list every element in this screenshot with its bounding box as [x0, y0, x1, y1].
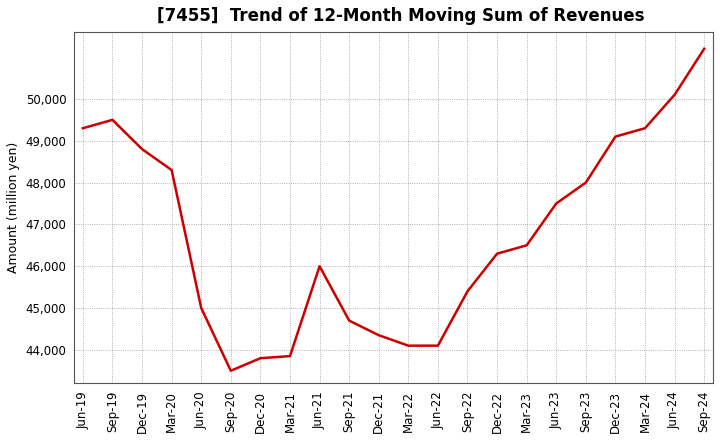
Text: [7455]  Trend of 12-Month Moving Sum of Revenues: [7455] Trend of 12-Month Moving Sum of R… — [157, 7, 644, 25]
Y-axis label: Amount (million yen): Amount (million yen) — [7, 142, 20, 273]
